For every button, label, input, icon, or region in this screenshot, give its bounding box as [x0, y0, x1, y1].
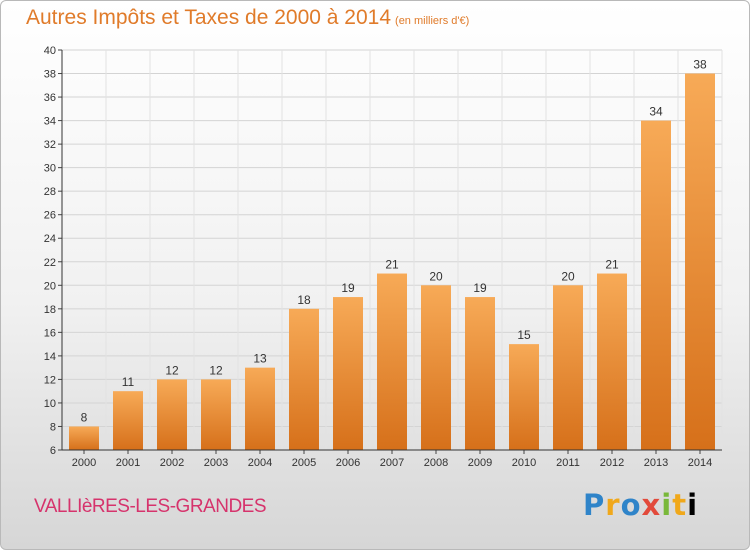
y-tick-label: 36: [44, 92, 56, 104]
x-tick-label: 2001: [116, 457, 140, 469]
data-label: 11: [122, 375, 135, 389]
data-label: 12: [165, 363, 179, 377]
logo-letter: i: [661, 488, 673, 522]
x-tick-label: 2014: [688, 457, 712, 469]
x-tick-label: 2007: [380, 457, 404, 469]
bar: [201, 379, 231, 450]
chart-title-unit: (en milliers d'€): [395, 15, 470, 27]
y-tick-label: 30: [44, 163, 56, 175]
y-tick-label: 12: [44, 374, 56, 386]
bar: [465, 297, 495, 450]
y-tick-label: 38: [44, 69, 56, 81]
y-tick-label: 22: [44, 257, 56, 269]
data-label: 18: [297, 293, 311, 307]
bar: [597, 273, 627, 450]
y-tick-label: 8: [50, 421, 56, 433]
y-tick-label: 32: [44, 139, 56, 151]
bar: [641, 120, 671, 451]
x-tick-label: 2006: [336, 457, 360, 469]
data-label: 20: [561, 269, 575, 283]
bar: [333, 297, 363, 450]
logo-letter: i: [687, 488, 699, 522]
chart-title-text: Autres Impôts et Taxes de 2000 à 2014: [26, 6, 392, 29]
commune-name: VALLIèRES-LES-GRANDES: [34, 496, 267, 517]
x-tick-label: 2011: [556, 457, 580, 469]
bar: [421, 285, 451, 450]
data-label: 12: [209, 363, 223, 377]
bar: [113, 391, 143, 450]
y-tick-label: 28: [44, 186, 56, 198]
x-tick-label: 2004: [248, 457, 272, 469]
bar: [245, 367, 275, 450]
data-label: 34: [649, 105, 663, 119]
y-tick-label: 26: [44, 210, 56, 222]
y-tick-label: 10: [44, 398, 56, 410]
data-label: 19: [341, 281, 355, 295]
bar: [685, 73, 715, 450]
y-tick-label: 20: [44, 280, 56, 292]
x-tick-label: 2013: [644, 457, 668, 469]
x-tick-label: 2012: [600, 457, 624, 469]
bar: [157, 379, 187, 450]
bar: [553, 285, 583, 450]
y-tick-label: 40: [44, 45, 56, 57]
data-label: 13: [253, 352, 267, 366]
y-tick-label: 34: [44, 116, 56, 128]
data-label: 21: [605, 258, 619, 272]
data-label: 21: [385, 258, 399, 272]
x-tick-label: 2005: [292, 457, 316, 469]
y-tick-label: 14: [44, 351, 56, 363]
data-label: 20: [429, 269, 443, 283]
bars: [69, 73, 715, 451]
x-tick-label: 2003: [204, 457, 228, 469]
logo-letter: x: [641, 488, 662, 522]
labels: 6 8 10 12 14 16 18 20 22 24 26 28 30 32 34 36 38 40 8 2000 1…: [44, 45, 712, 469]
x-tick-label: 2000: [72, 457, 96, 469]
x-tick-label: 2009: [468, 457, 492, 469]
x-tick-label: 2002: [160, 457, 184, 469]
x-tick-label: 2008: [424, 457, 448, 469]
logo-letter: o: [620, 488, 642, 522]
y-tick-label: 18: [44, 304, 56, 316]
axes: [58, 49, 722, 454]
bar: [69, 426, 99, 450]
data-label: 38: [693, 58, 707, 72]
logo-letter: P: [583, 488, 606, 522]
bar: [377, 273, 407, 450]
x-tick-label: 2010: [512, 457, 536, 469]
bar: [289, 308, 319, 450]
chart-title: Autres Impôts et Taxes de 2000 à 2014 (en…: [26, 6, 469, 30]
data-label: 15: [517, 328, 531, 342]
y-tick-label: 16: [44, 327, 56, 339]
logo-letter: t: [672, 488, 688, 522]
logo-letter: r: [605, 488, 621, 522]
proxiti-logo: Proxiti: [583, 488, 698, 522]
data-label: 8: [81, 410, 88, 424]
data-label: 19: [473, 281, 487, 295]
y-tick-label: 6: [50, 445, 56, 457]
bar: [509, 344, 539, 450]
y-tick-label: 24: [44, 233, 56, 245]
